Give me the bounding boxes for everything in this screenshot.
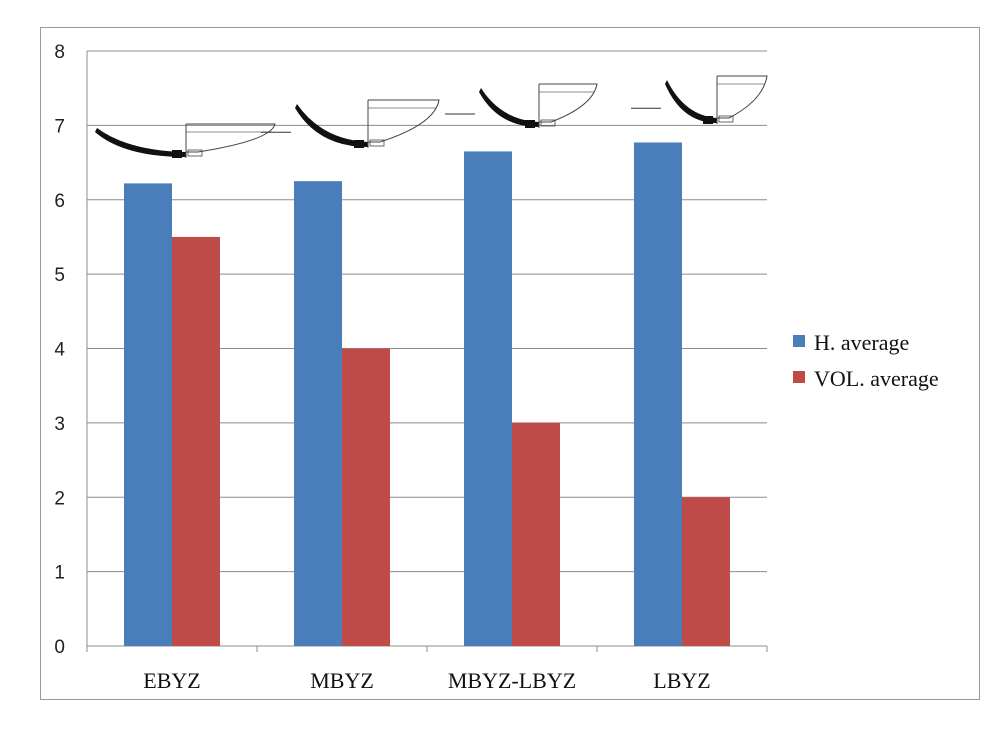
vessel-profiles <box>95 75 768 158</box>
legend-swatch <box>793 371 805 383</box>
x-tick-label: EBYZ <box>143 668 200 693</box>
bowl-profile-icon <box>95 123 276 158</box>
y-axis-ticks: 0 1 2 3 4 5 6 7 8 <box>54 42 65 658</box>
bowl-profile-icon <box>445 83 598 128</box>
y-tick-label: 5 <box>54 265 65 286</box>
bar-vol-average <box>342 348 390 646</box>
bar-h-average <box>294 181 342 646</box>
y-tick-label: 3 <box>54 414 65 435</box>
x-tick-label: MBYZ-LBYZ <box>448 668 576 693</box>
bowl-profile-icon <box>261 99 440 148</box>
y-tick-label: 6 <box>54 191 65 212</box>
y-tick-label: 7 <box>54 116 65 137</box>
chart-frame: 0 1 2 3 4 5 6 7 8 EBYZ MBYZ MBYZ-LBYZ LBYZ H. avera… <box>40 27 980 700</box>
legend-swatch <box>793 335 805 347</box>
bowl-profile-icon <box>631 75 768 124</box>
y-tick-label: 0 <box>54 637 65 658</box>
legend-label: VOL. average <box>814 366 939 391</box>
bar-h-average <box>124 183 172 646</box>
x-tick-label: MBYZ <box>310 668 374 693</box>
bar-vol-average <box>172 236 220 646</box>
bar-vol-average <box>682 497 730 646</box>
x-tick-label: LBYZ <box>653 668 710 693</box>
bars <box>124 142 730 646</box>
legend-label: H. average <box>814 330 909 355</box>
bar-vol-average <box>512 422 560 646</box>
y-tick-label: 1 <box>54 563 65 584</box>
y-tick-label: 8 <box>54 42 65 63</box>
bar-h-average <box>464 151 512 646</box>
y-tick-label: 4 <box>54 340 65 361</box>
bar-h-average <box>634 142 682 646</box>
y-tick-label: 2 <box>54 488 65 509</box>
legend: H. average VOL. average <box>793 330 939 391</box>
bar-chart: 0 1 2 3 4 5 6 7 8 EBYZ MBYZ MBYZ-LBYZ LBYZ H. avera… <box>54 42 939 693</box>
x-axis-ticks: EBYZ MBYZ MBYZ-LBYZ LBYZ <box>143 668 710 693</box>
